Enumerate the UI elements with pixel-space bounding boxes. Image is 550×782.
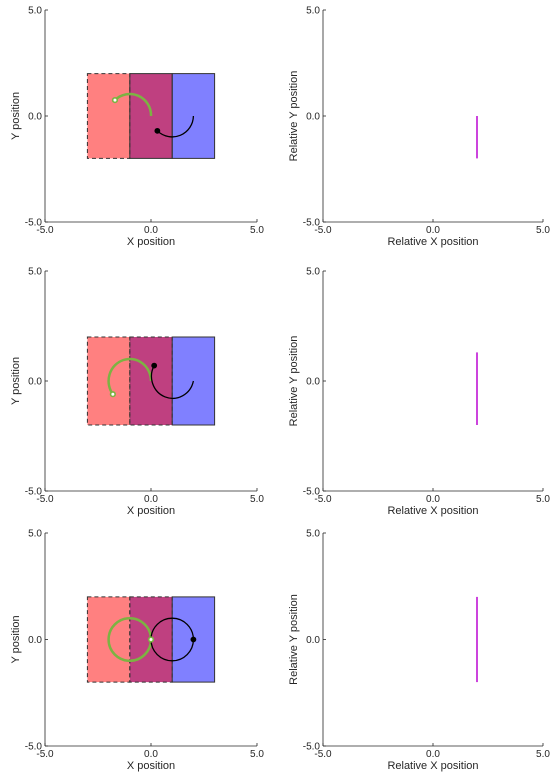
y-tick-label: 5.0 [306, 529, 320, 540]
x-tick-label: -5.0 [36, 494, 54, 505]
x-axis-label: X position [127, 505, 175, 517]
region-border-3 [171, 73, 216, 159]
start-marker-1 [147, 636, 155, 643]
trajectory-1 [114, 92, 153, 117]
y-tick-label: -5.0 [303, 742, 321, 753]
x-tick-label: -5.0 [36, 225, 54, 236]
x-tick-label: 0.0 [426, 225, 440, 236]
y-tick-label: -5.0 [303, 487, 321, 498]
y-tick-label: 5.0 [306, 267, 320, 278]
x-tick-label: 5.0 [250, 225, 264, 236]
y-tick-label: 5.0 [28, 529, 42, 540]
subplot-4: -5.0-5.0 0.0 0.0 5.0 5.0 Relative X position R… [288, 267, 550, 518]
x-tick-label: -5.0 [314, 749, 332, 760]
y-axis-label: Relative Y position [288, 594, 300, 685]
x-tick-label: -5.0 [314, 494, 332, 505]
plot-area [86, 336, 216, 426]
y-tick-label: 5.0 [28, 6, 42, 17]
region-border-3 [171, 596, 216, 683]
x-axis-label: Relative X position [387, 760, 478, 772]
y-axis-label: Y position [10, 615, 22, 663]
x-axis-label: Relative X position [387, 236, 478, 248]
x-tick-label: 5.0 [250, 494, 264, 505]
y-tick-label: 0.0 [28, 635, 42, 646]
y-tick-label: 0.0 [306, 377, 320, 388]
subplot-2: -5.0-5.0 0.0 0.0 5.0 5.0 Relative X position R… [288, 6, 550, 249]
x-tick-label: -5.0 [314, 225, 332, 236]
y-tick-label: 0.0 [28, 112, 42, 123]
y-axis-label: Relative Y position [288, 336, 300, 427]
start-marker-2 [151, 362, 158, 369]
x-tick-label: 0.0 [426, 494, 440, 505]
region-border-3 [171, 336, 216, 426]
x-axis-label: Relative X position [387, 505, 478, 517]
start-marker-1 [111, 96, 119, 104]
axes: -5.0-5.0 0.0 0.0 5.0 5.0 X position Y position [10, 529, 264, 773]
region-border-1 [86, 336, 131, 426]
axes: -5.0-5.0 0.0 0.0 5.0 5.0 Relative X position R… [288, 267, 550, 518]
plot-area [86, 73, 216, 159]
subplot-6: -5.0-5.0 0.0 0.0 5.0 5.0 Relative X position R… [288, 529, 550, 773]
axes: -5.0-5.0 0.0 0.0 5.0 5.0 X position Y position [10, 6, 264, 249]
y-axis-label: Y position [10, 92, 22, 140]
y-tick-label: 0.0 [306, 635, 320, 646]
region-1 [87, 73, 130, 159]
x-tick-label: 0.0 [144, 225, 158, 236]
subplot-3: -5.0-5.0 0.0 0.0 5.0 5.0 X position Y position [10, 267, 264, 518]
y-tick-label: -5.0 [25, 487, 43, 498]
x-tick-label: 0.0 [144, 494, 158, 505]
y-tick-label: -5.0 [25, 218, 43, 229]
y-tick-label: -5.0 [303, 218, 321, 229]
y-tick-label: 5.0 [28, 267, 42, 278]
y-tick-label: 5.0 [306, 6, 320, 17]
axes: -5.0-5.0 0.0 0.0 5.0 5.0 Relative X position R… [288, 6, 550, 249]
x-tick-label: 5.0 [536, 225, 550, 236]
subplot-1: -5.0-5.0 0.0 0.0 5.0 5.0 X position Y position [10, 6, 264, 249]
x-tick-label: 0.0 [426, 749, 440, 760]
start-marker-2 [154, 127, 161, 134]
x-tick-label: -5.0 [36, 749, 54, 760]
x-tick-label: 5.0 [536, 494, 550, 505]
axes: -5.0-5.0 0.0 0.0 5.0 5.0 Relative X position R… [288, 529, 550, 773]
x-tick-label: 5.0 [536, 749, 550, 760]
start-marker-1 [109, 391, 116, 398]
plot-area [86, 596, 216, 683]
trajectory-2 [156, 115, 195, 138]
y-tick-label: 0.0 [28, 377, 42, 388]
y-tick-label: 0.0 [306, 112, 320, 123]
x-tick-label: 5.0 [250, 749, 264, 760]
x-axis-label: X position [127, 236, 175, 248]
subplot-5: -5.0-5.0 0.0 0.0 5.0 5.0 X position Y position [10, 529, 264, 773]
x-axis-label: X position [127, 760, 175, 772]
start-marker-2 [190, 636, 197, 643]
trajectory-1 [107, 357, 153, 395]
y-axis-label: Relative Y position [288, 71, 300, 162]
y-tick-label: -5.0 [25, 742, 43, 753]
x-tick-label: 0.0 [144, 749, 158, 760]
axes: -5.0-5.0 0.0 0.0 5.0 5.0 X position Y position [10, 267, 264, 518]
y-axis-label: Y position [10, 357, 22, 405]
trajectory-2 [150, 365, 195, 399]
